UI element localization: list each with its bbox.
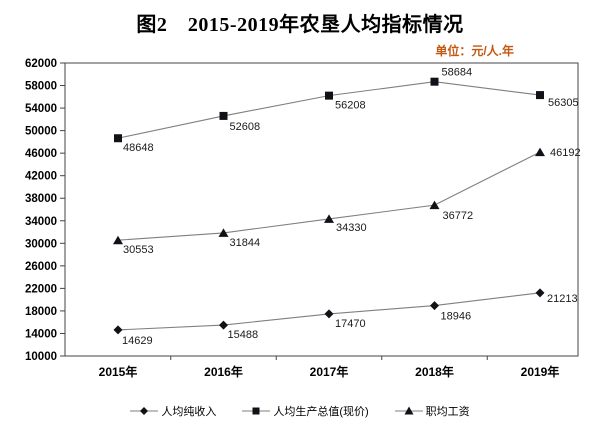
svg-text:34000: 34000 [25, 216, 57, 228]
svg-text:34330: 34330 [336, 222, 367, 234]
line-chart: 10000 14000 18000 22000 26000 30000 34000 38000… [25, 58, 581, 379]
legend-item-net-income: 人均纯收入 [130, 403, 216, 419]
svg-text:50000: 50000 [25, 126, 57, 138]
svg-text:42000: 42000 [25, 171, 57, 183]
svg-text:56208: 56208 [335, 100, 366, 112]
svg-text:2018年: 2018年 [415, 364, 454, 379]
svg-text:48648: 48648 [123, 142, 154, 154]
legend-label: 人均生产总值(现价) [273, 406, 369, 418]
svg-text:46192: 46192 [550, 147, 581, 159]
svg-text:58000: 58000 [25, 81, 57, 93]
svg-text:15488: 15488 [228, 329, 259, 341]
chart-legend: 人均纯收入 人均生产总值(现价) 职均工资 [0, 403, 600, 419]
svg-text:52608: 52608 [230, 121, 261, 133]
chart-title: 图2 2015-2019年农垦人均指标情况 [136, 14, 464, 36]
svg-text:17470: 17470 [335, 318, 366, 330]
legend-item-wage: 职均工资 [394, 403, 470, 419]
unit-label: 单位：元/人.年 [435, 44, 514, 58]
svg-text:2015年: 2015年 [99, 364, 138, 379]
svg-text:31844: 31844 [230, 237, 261, 249]
svg-text:54000: 54000 [25, 103, 57, 115]
svg-text:30553: 30553 [123, 244, 154, 256]
legend-label: 职均工资 [425, 406, 470, 418]
svg-text:18000: 18000 [25, 306, 57, 318]
legend-item-gdp: 人均生产总值(现价) [242, 403, 369, 419]
svg-text:21213: 21213 [547, 293, 578, 305]
svg-text:36772: 36772 [443, 210, 474, 222]
legend-label: 人均纯收入 [161, 406, 217, 418]
svg-text:2016年: 2016年 [204, 364, 243, 379]
svg-text:26000: 26000 [25, 261, 57, 273]
svg-text:10000: 10000 [25, 351, 57, 363]
svg-text:22000: 22000 [25, 283, 57, 295]
svg-text:14000: 14000 [25, 328, 57, 340]
svg-text:2017年: 2017年 [310, 364, 349, 379]
svg-text:30000: 30000 [25, 238, 57, 250]
svg-text:58684: 58684 [442, 67, 473, 79]
svg-text:56305: 56305 [548, 97, 579, 109]
svg-text:18946: 18946 [441, 311, 472, 323]
square-marker-icon [242, 407, 271, 415]
svg-text:2019年: 2019年 [521, 364, 560, 379]
svg-text:38000: 38000 [25, 193, 57, 205]
svg-text:62000: 62000 [25, 58, 57, 70]
diamond-marker-icon [130, 407, 159, 415]
svg-text:46000: 46000 [25, 148, 57, 160]
svg-text:14629: 14629 [122, 335, 153, 347]
triangle-marker-icon [394, 406, 423, 415]
